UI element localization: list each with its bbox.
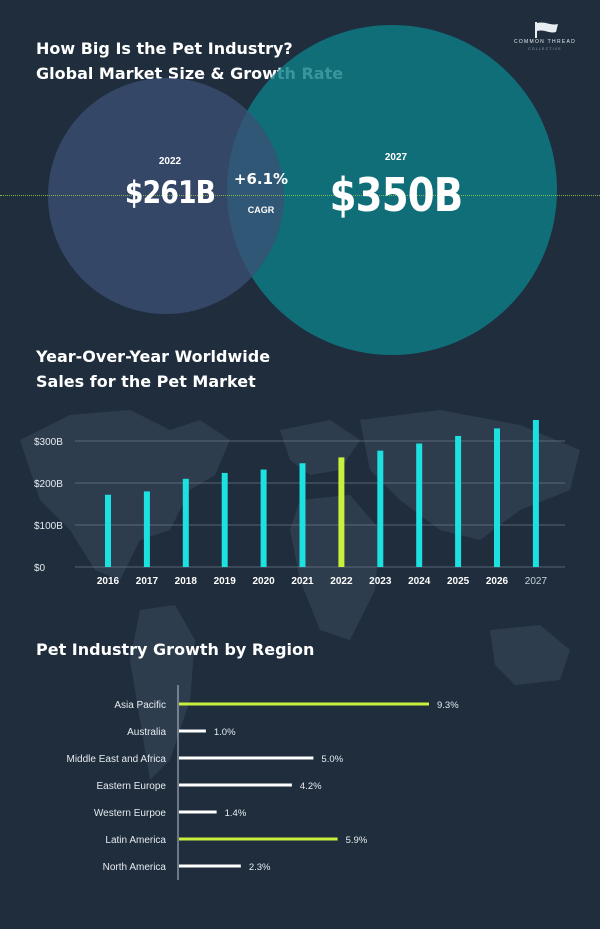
value-2027: $350B: [329, 168, 464, 222]
value-2022: $261B: [124, 175, 216, 211]
yoy-title-line-1: Year-Over-Year Worldwide: [36, 347, 271, 366]
x-tick-label: 2016: [97, 576, 120, 587]
bar: [455, 435, 462, 567]
data-label: 4.2%: [300, 781, 322, 792]
logo-subtitle: COLLECTIVE: [528, 47, 562, 51]
year-2027-label: 2027: [384, 152, 408, 163]
page-title: How Big Is the Pet Industry? Global Mark…: [36, 36, 376, 86]
bar: [179, 756, 314, 760]
bar: [179, 729, 206, 733]
y-tick-label: $100B: [34, 521, 63, 532]
bar: [494, 428, 500, 567]
x-tick-label: 2017: [136, 576, 159, 587]
yoy-sales-bar-chart: $0 $100B $200B $300B 2016 2017 2018 2019 2020 202…: [34, 420, 565, 587]
data-label: 9.3%: [437, 700, 459, 711]
x-tick-label: 2022: [330, 576, 353, 587]
x-tick-label: 2019: [214, 576, 237, 587]
yoy-title-line-2: Sales for the Pet Market: [36, 372, 256, 391]
category-label: Latin America: [105, 835, 166, 846]
bar: [299, 463, 306, 567]
bar: [532, 420, 539, 567]
bar: [105, 494, 111, 567]
y-tick-label: $300B: [34, 437, 63, 448]
bar: [377, 450, 384, 567]
bar: [221, 472, 228, 567]
data-label: 1.4%: [225, 808, 247, 819]
bar: [338, 457, 345, 567]
category-label: North America: [103, 862, 167, 873]
data-label: 2.3%: [249, 862, 271, 873]
dotted-guide-line: [0, 195, 600, 196]
data-label: 5.0%: [321, 754, 343, 765]
bar: [416, 443, 423, 567]
x-tick-label: 2020: [252, 576, 275, 587]
brand-logo: COMMON THREAD COLLECTIVE: [510, 20, 580, 60]
bar: [179, 810, 217, 814]
category-label: Eastern Europe: [97, 781, 167, 792]
y-tick-label: $200B: [34, 479, 63, 490]
region-chart-title: Pet Industry Growth by Region: [36, 640, 315, 659]
title-line-2: Global Market Size & Growth Rate: [36, 64, 344, 83]
data-label: 5.9%: [346, 835, 368, 846]
world-map-background: [20, 410, 580, 780]
logo-name: COMMON THREAD: [513, 39, 577, 45]
bar: [179, 837, 338, 841]
cagr-value: +6.1%: [233, 170, 289, 188]
cagr-label: CAGR: [247, 205, 275, 215]
x-tick-label: 2025: [447, 576, 470, 587]
bar: [179, 864, 241, 868]
category-label: Western Eurpoe: [94, 808, 167, 819]
data-label: 1.0%: [214, 727, 236, 738]
bar: [179, 702, 429, 706]
y-tick-label: $0: [34, 563, 46, 574]
circle-2022: [48, 78, 284, 314]
x-tick-label: 2026: [486, 576, 509, 587]
year-2022-label: 2022: [158, 156, 182, 167]
bar: [179, 783, 292, 787]
x-tick-label: 2024: [408, 576, 431, 587]
flag-icon: [535, 22, 558, 38]
bar: [182, 478, 189, 567]
x-tick-label: 2018: [175, 576, 198, 587]
title-line-1: How Big Is the Pet Industry?: [36, 39, 293, 58]
category-label: Australia: [127, 727, 166, 738]
bar: [260, 469, 267, 567]
x-tick-label: 2027: [525, 576, 548, 587]
yoy-chart-title: Year-Over-Year Worldwide Sales for the P…: [36, 344, 336, 394]
x-tick-label: 2023: [369, 576, 392, 587]
category-label: Middle East and Africa: [67, 754, 167, 765]
bar: [143, 491, 150, 567]
region-growth-bar-chart: Asia Pacific 9.3% Australia 1.0% Middle East…: [67, 685, 459, 880]
category-label: Asia Pacific: [114, 700, 166, 711]
x-tick-label: 2021: [291, 576, 314, 587]
